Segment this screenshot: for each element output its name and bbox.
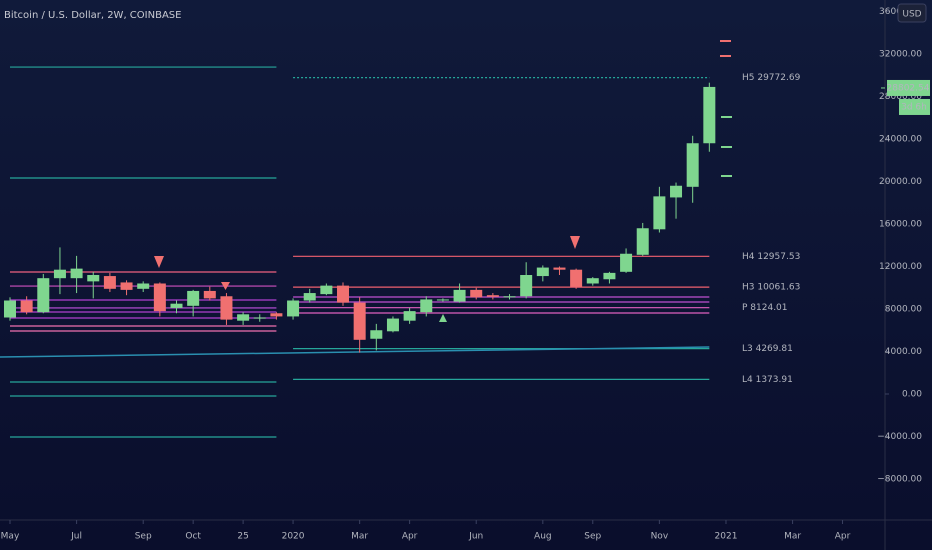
y-tick-label: 4000.00 [885, 347, 922, 357]
buy-signal [439, 314, 447, 322]
sell-signal [570, 236, 580, 249]
candle-body [636, 228, 649, 255]
x-tick-label: Aug [534, 532, 552, 542]
candle-body [520, 274, 533, 297]
candle-body [220, 296, 233, 320]
candle-body [337, 285, 350, 303]
candle-body [120, 282, 133, 290]
candle-body [653, 196, 666, 230]
y-tick-label: −4000.00 [877, 432, 922, 442]
x-tick-label: Jul [70, 532, 82, 542]
trendline [0, 346, 710, 358]
x-tick-label: Jun [468, 532, 483, 542]
x-tick-label: 2020 [282, 532, 305, 542]
candle-body [287, 300, 300, 317]
candle-body [503, 296, 516, 298]
pivot-label: L4 1373.91 [742, 375, 793, 385]
x-tick-label: Nov [651, 532, 669, 542]
plot: May Jul Sep Oct 25 2020 Mar Apr Jun Aug Sep Nov 2021… [0, 10, 889, 542]
currency-label[interactable]: USD [902, 10, 921, 20]
x-tick-label: Sep [135, 532, 152, 542]
candle-body [586, 278, 599, 284]
x-tick-label: 25 [237, 532, 248, 542]
candle-body [270, 313, 283, 317]
candle-body [553, 267, 566, 270]
pivot-label: P 8124.01 [742, 303, 788, 313]
y-tick-label: −8000.00 [877, 474, 922, 484]
candle-body [570, 269, 583, 287]
candle-body [137, 283, 150, 289]
candle-body [420, 299, 433, 313]
x-tick-label: Mar [784, 532, 801, 542]
candle-body [253, 317, 266, 319]
candle-body [486, 295, 499, 297]
y-tick-label: 28000.00 [879, 92, 922, 102]
chart-title: Bitcoin / U.S. Dollar, 2W, COINBASE [4, 10, 181, 21]
candle-body [53, 269, 66, 279]
candle-body [153, 283, 166, 312]
candle-body [686, 143, 699, 187]
x-tick-label: Oct [185, 532, 201, 542]
y-tick-label: 12000.00 [879, 262, 922, 272]
pivot-label: H3 10061.63 [742, 283, 800, 293]
countdown-label: 3d 6h [901, 102, 927, 112]
candle-body [370, 330, 383, 339]
candle-body [436, 299, 449, 301]
candle-body [620, 253, 633, 272]
x-tick-label: 2021 [715, 532, 738, 542]
pivot-label: H4 12957.53 [742, 252, 800, 262]
candle-body [20, 300, 33, 313]
sell-signal [154, 256, 164, 268]
candle-body [703, 86, 716, 144]
last-price-label: 28802.54 [887, 83, 930, 93]
candle-body [453, 289, 466, 302]
candle-body [470, 289, 483, 298]
y-tick-label: 8000.00 [885, 304, 922, 314]
candle-body [403, 311, 416, 321]
candle-body [87, 274, 100, 282]
y-tick-label: 0.00 [902, 389, 922, 399]
pivot-label: L3 4269.81 [742, 344, 793, 354]
currency-button[interactable] [897, 3, 927, 23]
candle-body [353, 302, 366, 340]
countdown-tag [899, 98, 930, 115]
sell-signal [221, 282, 230, 290]
y-tick-label: 16000.00 [879, 219, 922, 229]
candle-body [536, 267, 549, 277]
x-tick-label: Sep [584, 532, 601, 542]
candle-body [3, 300, 16, 318]
pivot-label: H5 29772.69 [742, 73, 801, 83]
candle-body [603, 272, 616, 280]
x-tick-label: Mar [351, 532, 368, 542]
candle-body [37, 278, 50, 313]
candle-body [320, 285, 333, 295]
x-tick-label: Apr [835, 532, 851, 542]
candle-body [103, 276, 116, 289]
last-price-tag [887, 79, 930, 96]
y-tick-label: 20000.00 [879, 177, 922, 187]
candle-body [386, 318, 399, 332]
x-tick-label: Apr [402, 532, 418, 542]
candle-body [203, 290, 216, 299]
candle-body [170, 303, 183, 308]
y-tick-label: 32000.00 [879, 49, 922, 59]
candle-body [237, 314, 250, 321]
y-tick-label: 24000.00 [879, 134, 922, 144]
candle-body [670, 185, 683, 198]
candle-body [303, 293, 316, 301]
candle-body [187, 290, 200, 306]
x-tick-label: May [1, 532, 20, 542]
candle-body [70, 268, 83, 279]
